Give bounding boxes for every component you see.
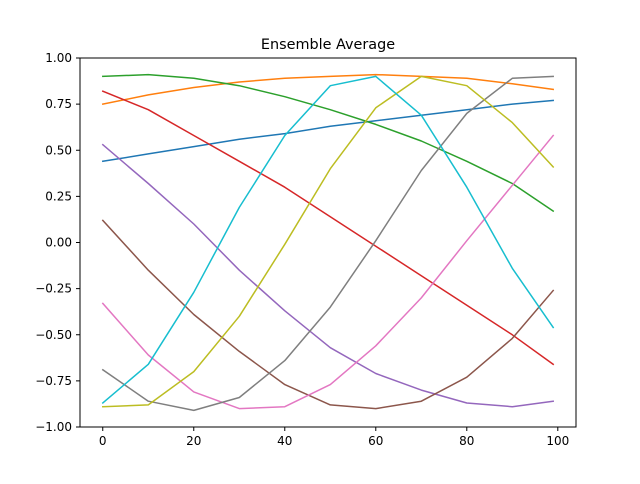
series-line-6 (101, 219, 555, 410)
series-line-2 (101, 73, 555, 105)
y-tick-label: 0.25 (45, 189, 72, 203)
x-tick-label: 60 (368, 434, 383, 448)
series-layer (101, 73, 555, 412)
y-tick-label: −0.75 (35, 374, 72, 388)
x-tick-label: 0 (99, 434, 107, 448)
series-line-4 (101, 90, 555, 366)
y-tick-label: 0.75 (45, 97, 72, 111)
y-tick-label: −0.25 (35, 282, 72, 296)
x-tick-label: 20 (186, 434, 201, 448)
series-line-10 (101, 75, 555, 405)
series-line-5 (101, 143, 555, 408)
series-line-1 (101, 99, 555, 163)
series-line-8 (101, 75, 554, 412)
y-tick-label: 0.50 (45, 143, 72, 157)
y-tick-label: −1.00 (35, 420, 72, 434)
series-line-3 (102, 73, 555, 213)
y-tick-label: 0.00 (45, 236, 72, 250)
y-tick-label: −0.50 (35, 328, 72, 342)
series-line-9 (102, 75, 555, 408)
x-tick-label: 40 (277, 434, 292, 448)
axes-layer: 0 20 40 60 80 100 −1.00 −0.75 −0.50 −0.25 0.00 0.25… (35, 51, 577, 448)
x-tick-label: 100 (546, 434, 569, 448)
series-line-7 (101, 134, 555, 410)
x-tick-label: 80 (459, 434, 474, 448)
chart-title: Ensemble Average (261, 37, 395, 53)
y-tick-label: 1.00 (45, 51, 72, 65)
